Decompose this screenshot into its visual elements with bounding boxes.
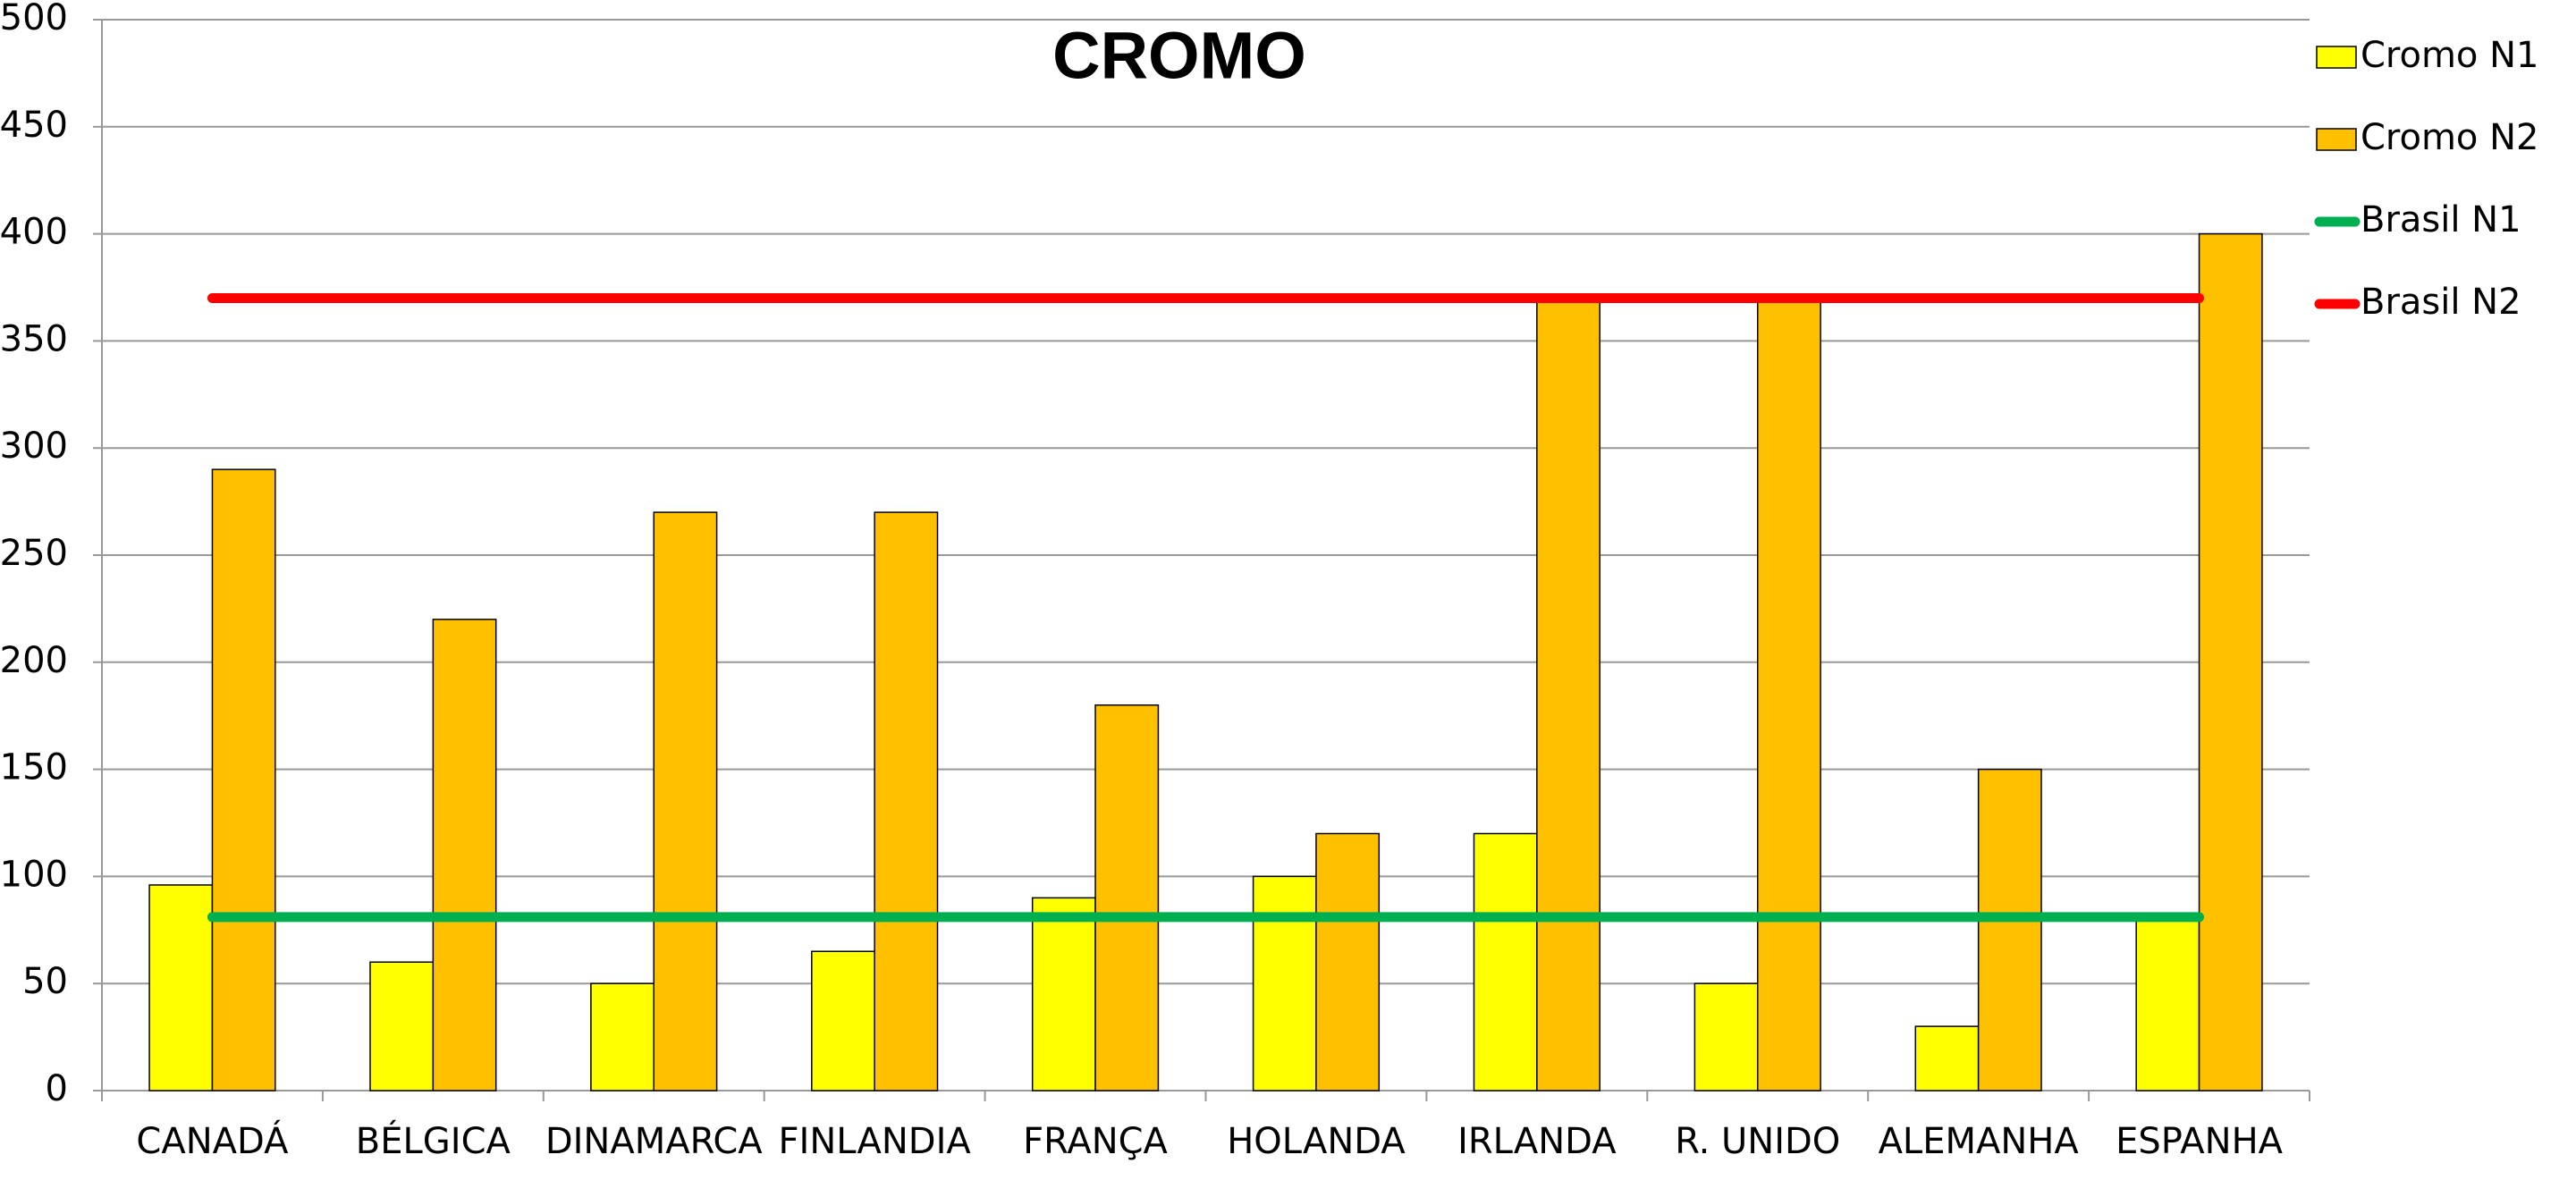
x-tick-label: DINAMARCA — [545, 1121, 763, 1162]
legend-label: Cromo N1 — [2361, 35, 2539, 76]
legend-swatch — [2316, 46, 2357, 69]
bar — [1094, 704, 1160, 1092]
bar — [2198, 232, 2263, 1092]
x-tick-label: HOLANDA — [1227, 1121, 1406, 1162]
y-tick-label: 0 — [46, 1068, 68, 1109]
y-tick-label: 350 — [0, 318, 68, 359]
bar — [211, 468, 276, 1092]
legend-label: Cromo N2 — [2361, 117, 2539, 158]
bar — [148, 884, 214, 1092]
chart-title: CROMO — [1052, 19, 1306, 93]
bar — [432, 619, 497, 1092]
y-tick-label: 250 — [0, 533, 68, 574]
x-tick-label: R. UNIDO — [1675, 1121, 1840, 1162]
y-tick-label: 500 — [0, 0, 68, 38]
x-tick-label: ESPANHA — [2116, 1121, 2284, 1162]
y-tick-label: 200 — [0, 640, 68, 681]
bar — [1977, 768, 2042, 1092]
bar — [1536, 297, 1600, 1092]
bar — [1693, 982, 1759, 1092]
bar — [1031, 897, 1096, 1092]
legend-label: Brasil N1 — [2361, 199, 2521, 240]
y-tick-label: 150 — [0, 747, 68, 788]
x-tick-label: CANADÁ — [136, 1119, 289, 1162]
x-tick-label: ALEMANHA — [1879, 1121, 2080, 1162]
y-tick-label: 300 — [0, 426, 68, 467]
bar — [1757, 297, 1821, 1092]
y-tick-label: 400 — [0, 212, 68, 253]
y-tick-label: 50 — [22, 961, 68, 1002]
y-tick-label: 100 — [0, 854, 68, 895]
bar — [653, 511, 718, 1092]
bar — [1252, 875, 1317, 1092]
bar — [811, 950, 875, 1092]
bar — [1914, 1025, 1980, 1092]
bar — [590, 982, 655, 1092]
x-tick-label: BÉLGICA — [356, 1119, 511, 1162]
y-tick-label: 450 — [0, 105, 68, 146]
bar — [1473, 832, 1538, 1092]
bar — [369, 961, 435, 1092]
bar — [2135, 918, 2200, 1092]
x-tick-label: FRANÇA — [1023, 1121, 1168, 1162]
x-tick-label: FINLANDIA — [779, 1121, 972, 1162]
bar — [1315, 832, 1381, 1092]
bar — [874, 511, 939, 1092]
x-tick-label: IRLANDA — [1457, 1121, 1617, 1162]
legend-swatch — [2316, 128, 2357, 151]
legend-label: Brasil N2 — [2361, 282, 2521, 323]
